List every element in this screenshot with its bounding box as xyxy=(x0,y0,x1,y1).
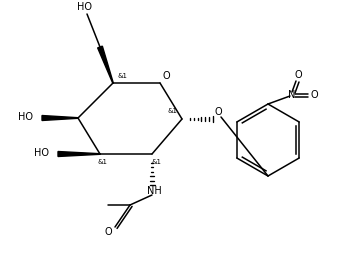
Polygon shape xyxy=(98,46,113,83)
Polygon shape xyxy=(58,151,100,157)
Text: O: O xyxy=(104,227,112,237)
Text: &1: &1 xyxy=(117,73,127,79)
Text: N: N xyxy=(288,90,296,100)
Text: &1: &1 xyxy=(151,159,161,165)
Text: O: O xyxy=(214,107,222,117)
Text: O: O xyxy=(294,70,302,80)
Text: HO: HO xyxy=(76,2,92,12)
Polygon shape xyxy=(42,115,78,121)
Text: &1: &1 xyxy=(97,159,107,165)
Text: O: O xyxy=(310,90,318,100)
Text: O: O xyxy=(162,71,170,81)
Text: HO: HO xyxy=(18,112,33,122)
Text: NH: NH xyxy=(147,186,161,196)
Text: &1: &1 xyxy=(168,108,178,114)
Text: HO: HO xyxy=(34,148,49,158)
